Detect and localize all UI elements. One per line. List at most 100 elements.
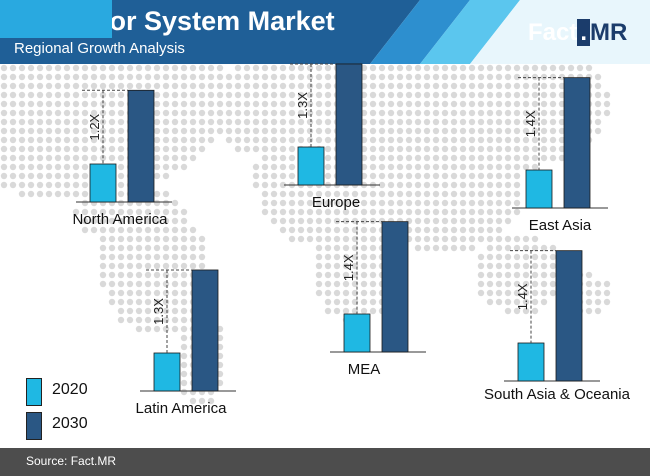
map-dot	[486, 172, 494, 180]
map-dot	[0, 172, 8, 180]
map-dot	[414, 127, 422, 135]
map-dot	[603, 100, 611, 108]
map-dot	[279, 181, 287, 189]
map-dot	[423, 154, 431, 162]
map-dot	[378, 118, 386, 126]
map-dot	[342, 271, 350, 279]
map-dot	[369, 163, 377, 171]
map-dot	[18, 127, 26, 135]
map-dot	[423, 82, 431, 90]
map-dot	[0, 163, 8, 171]
map-dot	[369, 307, 377, 315]
map-dot	[171, 325, 179, 333]
map-dot	[72, 136, 80, 144]
map-dot	[387, 163, 395, 171]
map-dot	[108, 73, 116, 81]
map-dot	[198, 235, 206, 243]
map-dot	[378, 154, 386, 162]
map-dot	[387, 118, 395, 126]
map-dot	[549, 91, 557, 99]
map-dot	[423, 181, 431, 189]
map-dot	[171, 109, 179, 117]
region-label: MEA	[348, 361, 381, 378]
chart-latin-america: 1.3X Latin America	[136, 269, 236, 417]
map-dot	[207, 118, 215, 126]
map-dot	[162, 82, 170, 90]
map-dot	[225, 127, 233, 135]
map-dot	[0, 154, 8, 162]
map-dot	[162, 190, 170, 198]
map-dot	[279, 226, 287, 234]
map-dot	[45, 118, 53, 126]
region-label: Europe	[312, 194, 360, 211]
map-dot	[198, 244, 206, 252]
map-dot	[252, 181, 260, 189]
map-dot	[108, 217, 116, 225]
map-dot	[315, 64, 323, 72]
map-dot	[144, 82, 152, 90]
map-dot	[126, 226, 134, 234]
map-dot	[270, 136, 278, 144]
map-dot	[234, 91, 242, 99]
map-dot	[153, 199, 161, 207]
map-dot	[171, 73, 179, 81]
map-dot	[486, 190, 494, 198]
map-dot	[360, 226, 368, 234]
map-dot	[477, 217, 485, 225]
map-dot	[549, 136, 557, 144]
map-dot	[180, 82, 188, 90]
map-dot	[414, 154, 422, 162]
map-dot	[396, 82, 404, 90]
map-dot	[324, 154, 332, 162]
map-dot	[513, 100, 521, 108]
bar-2020	[343, 313, 371, 353]
map-dot	[99, 226, 107, 234]
map-dot	[549, 127, 557, 135]
map-dot	[180, 208, 188, 216]
map-dot	[405, 73, 413, 81]
map-dot	[450, 91, 458, 99]
map-dot	[477, 262, 485, 270]
map-dot	[288, 208, 296, 216]
map-dot	[135, 208, 143, 216]
map-dot	[198, 397, 206, 405]
map-dot	[135, 82, 143, 90]
map-dot	[117, 91, 125, 99]
map-dot	[81, 181, 89, 189]
map-dot	[288, 172, 296, 180]
map-dot	[513, 64, 521, 72]
map-dot	[369, 109, 377, 117]
map-dot	[162, 109, 170, 117]
map-dot	[324, 289, 332, 297]
map-dot	[234, 73, 242, 81]
map-dot	[108, 145, 116, 153]
map-dot	[459, 199, 467, 207]
map-dot	[171, 154, 179, 162]
map-dot	[360, 217, 368, 225]
map-dot	[153, 82, 161, 90]
map-dot	[369, 217, 377, 225]
map-dot	[81, 73, 89, 81]
map-dot	[486, 136, 494, 144]
bar-2030	[191, 269, 219, 392]
map-dot	[117, 154, 125, 162]
map-dot	[270, 199, 278, 207]
map-dot	[0, 73, 8, 81]
map-dot	[486, 181, 494, 189]
map-dot	[180, 118, 188, 126]
map-dot	[459, 190, 467, 198]
map-dot	[180, 235, 188, 243]
map-dot	[396, 199, 404, 207]
map-dot	[18, 172, 26, 180]
chart-east-asia: 1.4X East Asia	[512, 77, 608, 234]
map-dot	[162, 289, 170, 297]
map-dot	[513, 190, 521, 198]
map-dot	[117, 118, 125, 126]
map-dot	[18, 181, 26, 189]
map-dot	[396, 208, 404, 216]
map-dot	[495, 82, 503, 90]
map-dot	[90, 145, 98, 153]
map-dot	[477, 118, 485, 126]
map-dot	[432, 73, 440, 81]
map-dot	[504, 154, 512, 162]
